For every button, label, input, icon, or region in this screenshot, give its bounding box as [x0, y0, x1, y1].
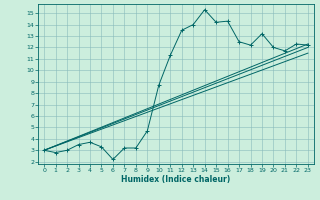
X-axis label: Humidex (Indice chaleur): Humidex (Indice chaleur)	[121, 175, 231, 184]
